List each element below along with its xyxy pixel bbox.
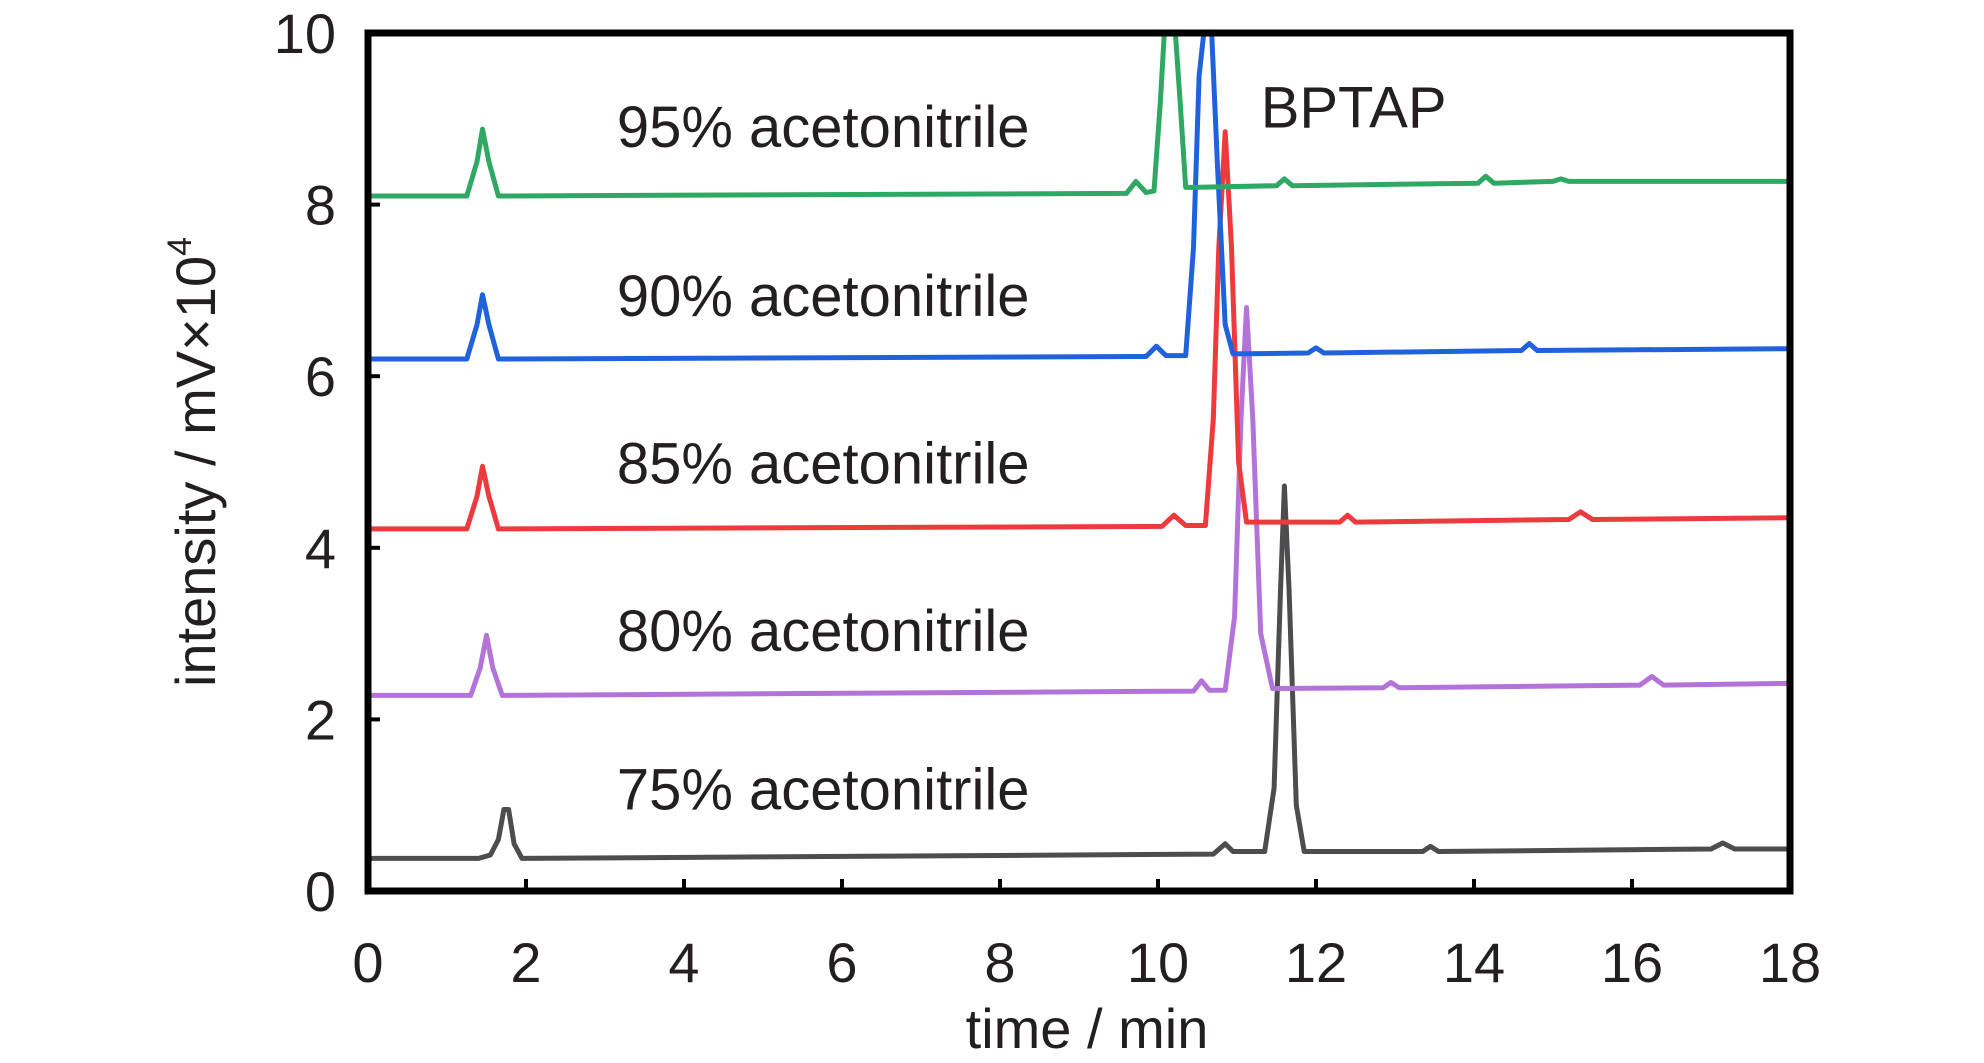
y-tick-label-10: 10 <box>274 2 336 65</box>
x-tick-label-4: 4 <box>668 931 699 994</box>
series-line-2 <box>368 305 1790 698</box>
series-label-5: 95% acetonitrile <box>617 95 1030 160</box>
x-axis-ticks: 0 2 4 6 8 10 12 14 16 18 <box>352 879 1821 994</box>
y-tick-label-4: 4 <box>305 517 336 580</box>
series-line-3 <box>368 129 1790 532</box>
series-line-4 <box>368 33 1790 362</box>
x-tick-label-0: 0 <box>352 931 383 994</box>
x-tick-label-6: 6 <box>826 931 857 994</box>
y-tick-label-0: 0 <box>305 860 336 923</box>
y-tick-label-2: 2 <box>305 688 336 751</box>
x-tick-label-10: 10 <box>1127 931 1189 994</box>
series-label-1: 75% acetonitrile <box>617 757 1030 822</box>
y-axis-ticks: 0 2 4 6 8 10 <box>274 2 380 923</box>
annotations: BPTAP <box>1261 75 1447 140</box>
series-line-1 <box>368 483 1790 861</box>
x-tick-label-8: 8 <box>984 931 1015 994</box>
series-label-3: 85% acetonitrile <box>617 431 1030 496</box>
plot-frame <box>364 29 1794 895</box>
series-layer <box>368 33 1790 861</box>
y-axis-label: intensity / mV×104 <box>161 237 227 687</box>
x-tick-label-18: 18 <box>1759 931 1821 994</box>
y-axis-label-exponent: 4 <box>161 237 199 256</box>
series-labels: 75% acetonitrile 80% acetonitrile 85% acet… <box>617 95 1030 822</box>
y-tick-label-8: 8 <box>305 174 336 237</box>
series-line-5 <box>368 33 1790 199</box>
series-label-2: 80% acetonitrile <box>617 599 1030 664</box>
x-tick-label-2: 2 <box>510 931 541 994</box>
y-axis-label-prefix: intensity / mV×10 <box>164 256 227 687</box>
x-tick-label-16: 16 <box>1601 931 1663 994</box>
series-label-4: 90% acetonitrile <box>617 264 1030 329</box>
x-axis-label: time / min <box>966 997 1209 1060</box>
x-tick-label-14: 14 <box>1443 931 1505 994</box>
x-tick-label-12: 12 <box>1285 931 1347 994</box>
annotation-bptap: BPTAP <box>1261 75 1447 140</box>
y-tick-label-6: 6 <box>305 345 336 408</box>
